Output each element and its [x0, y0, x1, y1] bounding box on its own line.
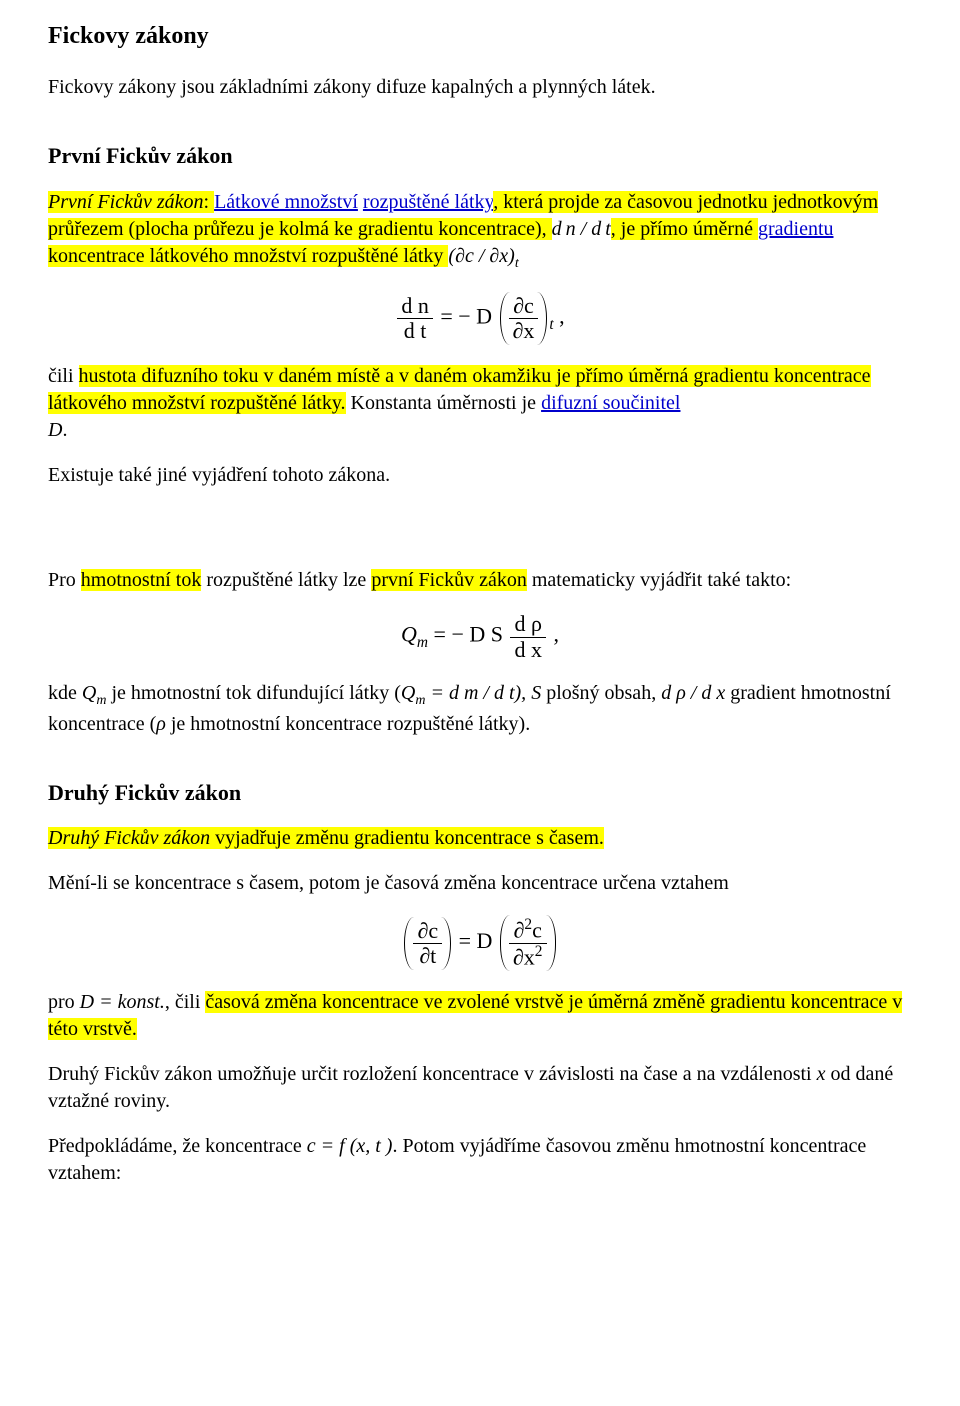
- link-latkove-mnozstvi[interactable]: Látkové množství: [214, 191, 358, 213]
- text: D = konst.: [80, 991, 165, 1013]
- first-law-p2: čili hustota difuzního toku v daném míst…: [48, 363, 912, 444]
- math-inline: d n / d t: [552, 218, 611, 240]
- eq-mid: = − D S: [434, 622, 509, 647]
- eq-den: ∂x2: [509, 944, 547, 970]
- text: matematicky vyjádřit také takto:: [527, 569, 791, 591]
- text: pro: [48, 991, 80, 1013]
- second-law-p4: Druhý Fickův zákon umožňuje určit rozlož…: [48, 1061, 912, 1115]
- eq-den: d x: [510, 638, 546, 662]
- eq-num: d n: [397, 294, 433, 319]
- first-law-heading: První Fickův zákon: [48, 141, 912, 171]
- intro-paragraph: Fickovy zákony jsou základními zákony di…: [48, 74, 912, 101]
- eq-den: ∂t: [413, 944, 442, 968]
- text: Druhý Fickův zákon umožňuje určit rozlož…: [48, 1063, 817, 1085]
- second-law-p1: Druhý Fickův zákon vyjadřuje změnu gradi…: [48, 825, 912, 852]
- sym-qm-sub: m: [96, 693, 106, 708]
- eq-den: d t: [397, 319, 433, 343]
- eq-comma: ,: [559, 304, 565, 329]
- text: čili: [48, 365, 79, 387]
- link-difuzni-soucinitel[interactable]: difuzní součinitel: [541, 392, 680, 414]
- text: je hmotnostní koncentrace rozpuštěné lát…: [166, 713, 530, 735]
- first-law-term: První Fickův zákon: [48, 191, 204, 213]
- eq-num: d ρ: [510, 612, 546, 637]
- text: , je přímo úměrné: [611, 218, 758, 240]
- sym-qm2-sub: m: [415, 693, 425, 708]
- text: vyjadřuje změnu gradientu koncentrace s …: [210, 827, 604, 849]
- equation-1: d n d t = − D ∂c ∂x t ,: [48, 292, 912, 345]
- text: kde: [48, 682, 82, 704]
- math-inline: c = f (x, t ): [307, 1135, 393, 1157]
- eq-sub: t: [549, 316, 553, 333]
- text: koncentrace látkového množství rozpuštěn…: [48, 245, 448, 267]
- second-law-p5: Předpokládáme, že koncentrace c = f (x, …: [48, 1133, 912, 1187]
- sym-grad: d ρ / d x: [661, 682, 725, 704]
- second-law-p2: Mění-li se koncentrace s časem, potom je…: [48, 870, 912, 897]
- second-law-heading: Druhý Fickův zákon: [48, 778, 912, 808]
- eq-num: ∂c: [413, 919, 442, 944]
- sym-qm: Q: [82, 682, 96, 704]
- text: Konstanta úměrnosti je: [346, 392, 542, 414]
- second-law-p3: pro D = konst., čili časová změna koncen…: [48, 989, 912, 1043]
- eq-comma: ,: [553, 622, 559, 647]
- eq-text: = − D: [440, 304, 497, 329]
- eq-den: ∂x: [509, 319, 539, 343]
- sym-rho: ρ: [156, 713, 166, 735]
- text: .: [62, 419, 67, 441]
- equation-3: ∂c ∂t = D ∂2c ∂x2: [48, 915, 912, 971]
- eq-num: ∂2c: [509, 917, 547, 944]
- link-rozpustene-latky[interactable]: rozpuštěné látky: [363, 191, 493, 213]
- eq-lhs-sub: m: [417, 634, 428, 651]
- math-inline: (∂c / ∂x)t: [448, 245, 518, 267]
- text: = d m / d t),: [425, 682, 531, 704]
- text: je hmotnostní tok difundující látky (: [106, 682, 400, 704]
- equation-2: Qm = − D S d ρ d x ,: [48, 612, 912, 661]
- sym-qm2: Q: [401, 682, 415, 704]
- text: rozpuštěné látky lze: [201, 569, 371, 591]
- first-law-p5: kde Qm je hmotnostní tok difundující lát…: [48, 680, 912, 738]
- text: Předpokládáme, že koncentrace: [48, 1135, 307, 1157]
- eq-mid: = D: [459, 928, 498, 953]
- sym-x: x: [817, 1063, 826, 1085]
- sym-s: S: [531, 682, 541, 704]
- second-law-term: Druhý Fickův zákon: [48, 827, 210, 849]
- spacer: [48, 507, 912, 567]
- first-law-p3: Existuje také jiné vyjádření tohoto záko…: [48, 462, 912, 489]
- first-law-p1: První Fickův zákon: Látkové množství roz…: [48, 189, 912, 274]
- text: první Fickův zákon: [371, 569, 527, 591]
- first-law-p4: Pro hmotnostní tok rozpuštěné látky lze …: [48, 567, 912, 594]
- eq-num: ∂c: [509, 294, 539, 319]
- text-d: D: [48, 419, 62, 441]
- text: , čili: [165, 991, 206, 1013]
- text: Pro: [48, 569, 81, 591]
- text: plošný obsah,: [541, 682, 661, 704]
- eq-lhs: Q: [401, 622, 417, 647]
- text: hmotnostní tok: [81, 569, 202, 591]
- page-title: Fickovy zákony: [48, 20, 912, 52]
- text: :: [204, 191, 215, 213]
- link-gradientu[interactable]: gradientu: [758, 218, 834, 240]
